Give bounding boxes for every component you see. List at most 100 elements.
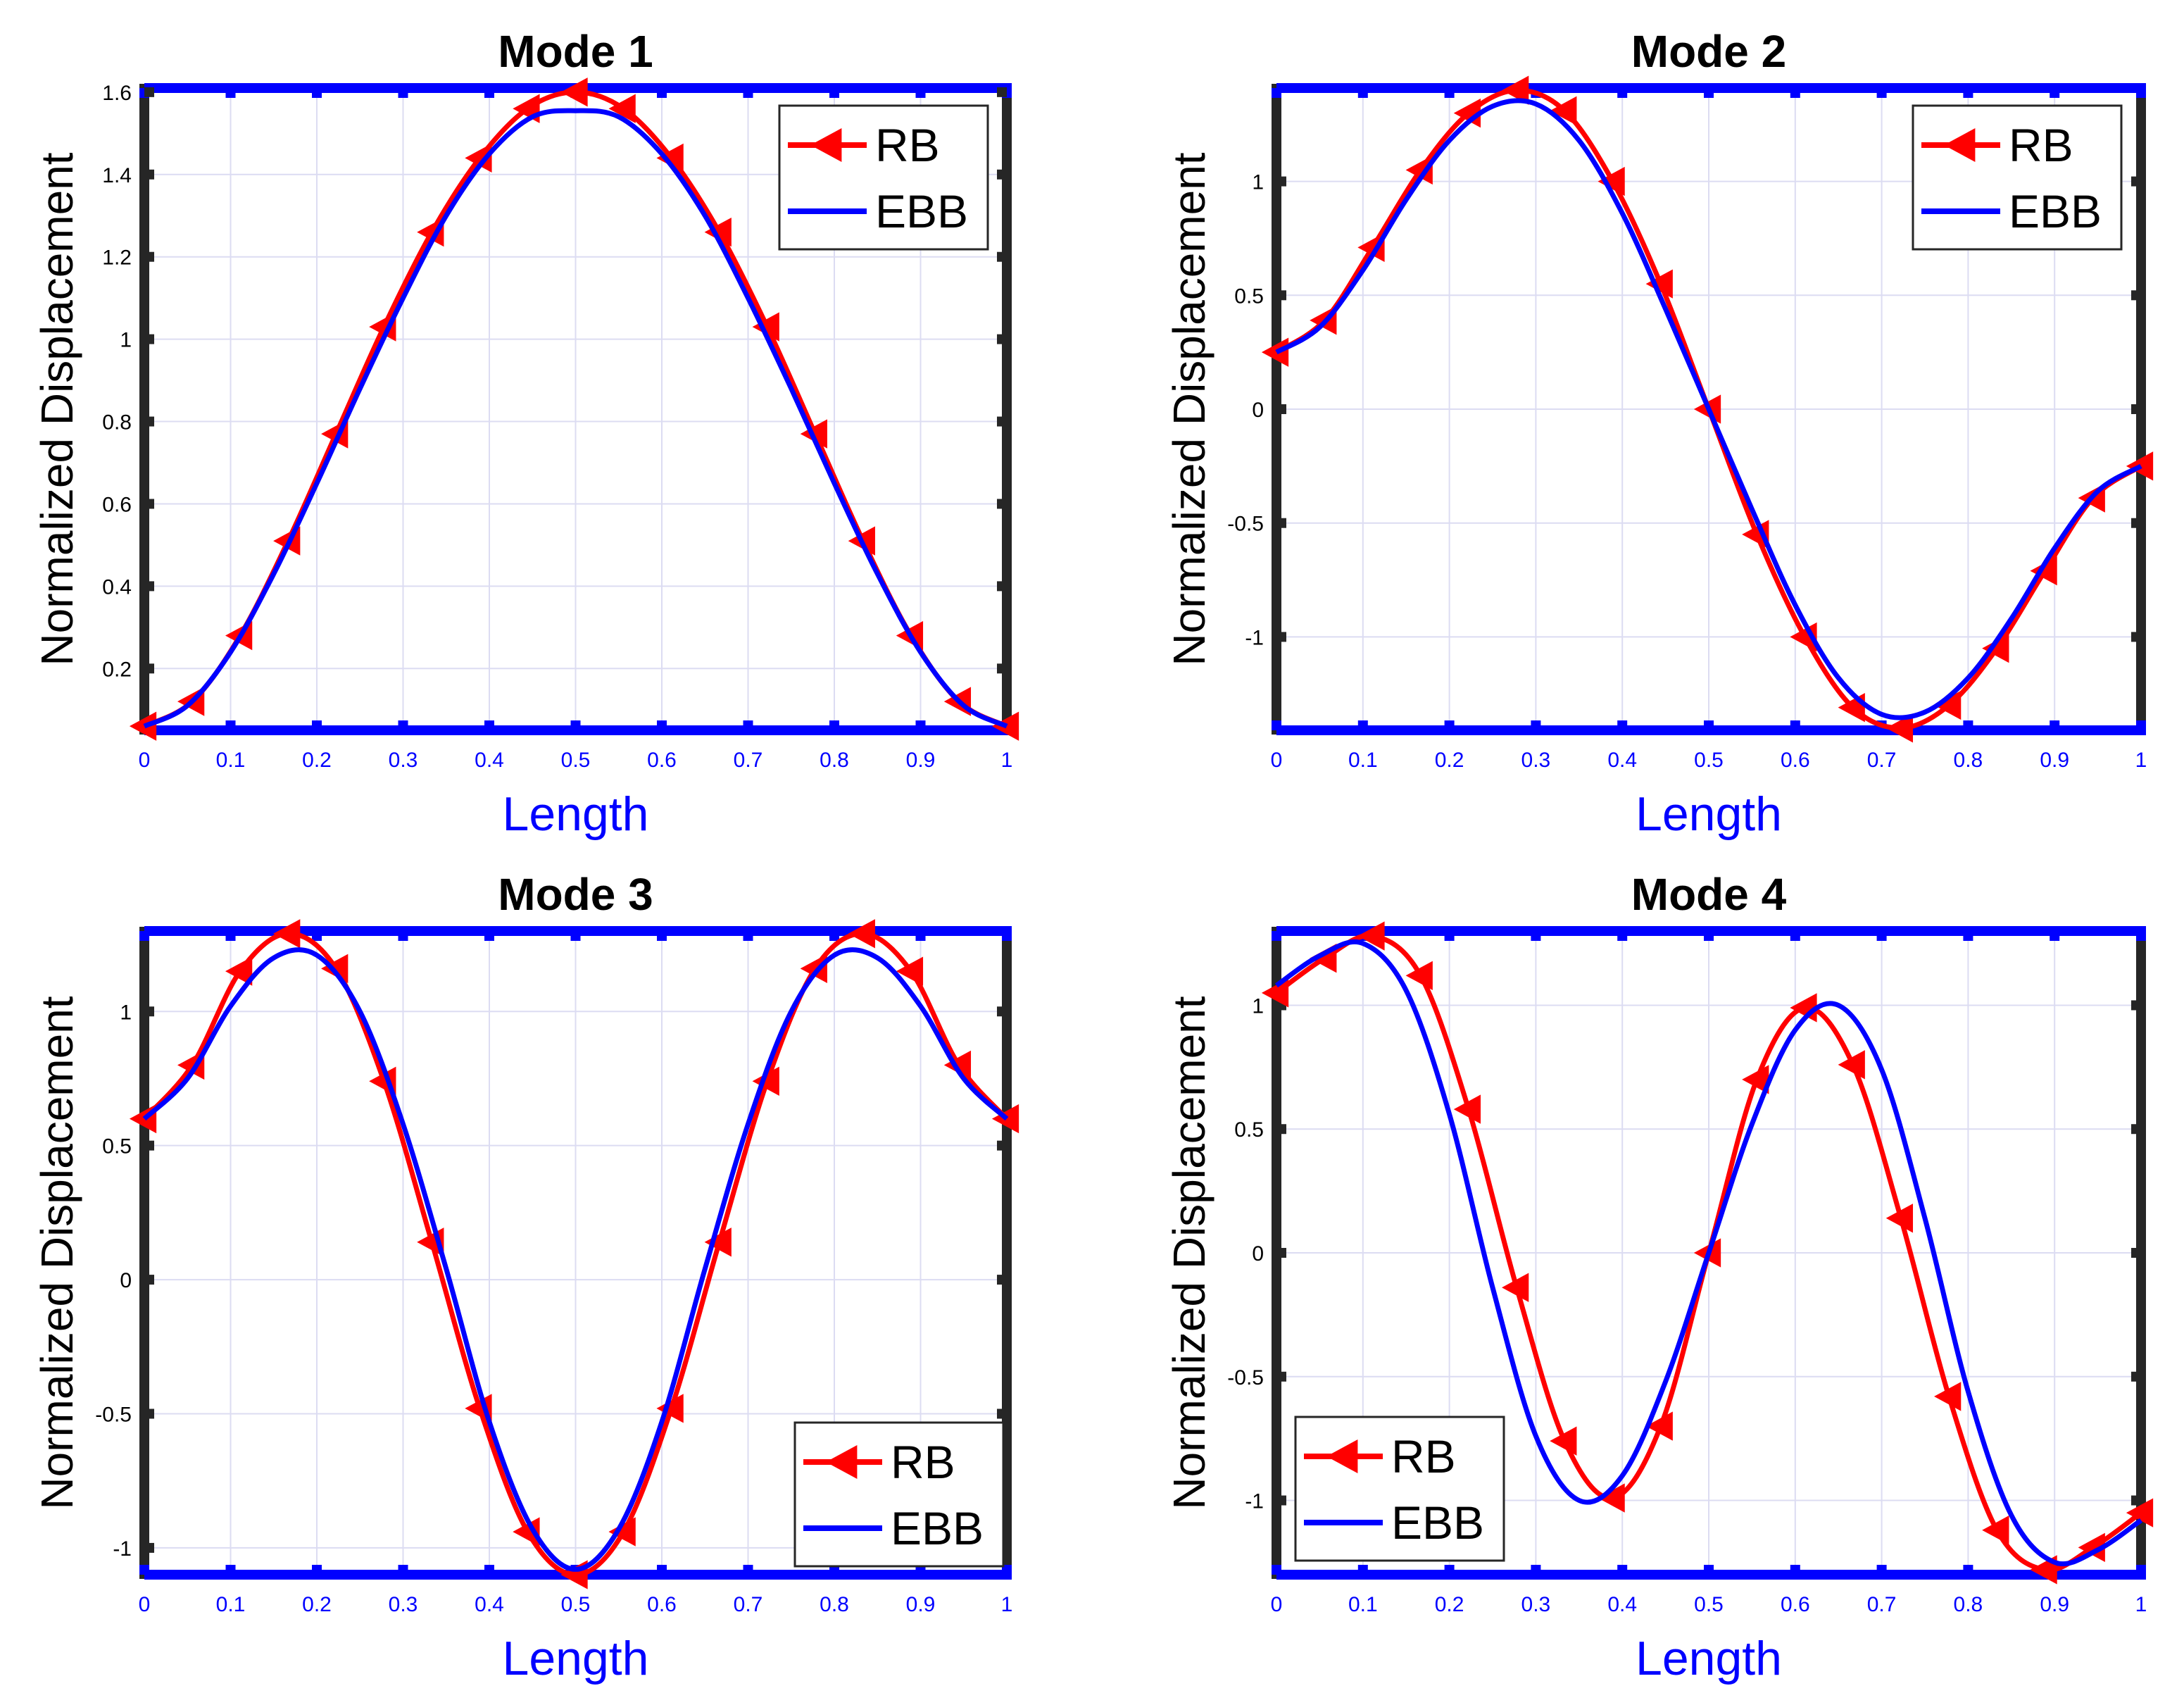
y-tick-mark <box>1276 632 1286 642</box>
x-tick-label: 0.6 <box>1781 1593 1810 1616</box>
y-tick-mark-right <box>2131 1495 2141 1506</box>
legend-rb-label: RB <box>891 1436 955 1488</box>
rb-marker <box>1885 1204 1914 1233</box>
x-tick-mark-top <box>915 88 926 98</box>
x-tick-mark <box>1876 1565 1887 1575</box>
x-tick-label: 1 <box>2135 1593 2147 1616</box>
x-tick-mark-top <box>1002 931 1012 941</box>
y-tick-mark <box>144 581 154 592</box>
y-tick-label: 1 <box>120 1001 132 1024</box>
y-tick-mark <box>144 251 154 262</box>
mode-3-legend: RB EBB <box>793 1421 1005 1568</box>
x-tick-mark <box>312 1565 322 1575</box>
x-tick-label: 0.4 <box>1607 1593 1637 1616</box>
x-tick-label: 0.8 <box>820 749 849 772</box>
y-tick-mark-right <box>997 1140 1007 1151</box>
x-tick-mark-top <box>2136 931 2146 941</box>
y-axis-label: Normalized Displacement <box>1164 996 1215 1509</box>
x-tick-mark-top <box>657 931 667 941</box>
y-tick-mark-right <box>997 251 1007 262</box>
x-tick-mark-top <box>484 931 494 941</box>
y-tick-label: 1.2 <box>102 246 132 270</box>
mode-4-panel: 0 0.1 0.2 0.3 0.4 0.5 0.6 0.7 0.8 0.9 1 -1 -0.5 0 0.5 1… <box>1164 869 2154 1685</box>
x-axis-label: Length <box>1636 787 1782 841</box>
x-tick-label: 0.3 <box>1521 1593 1551 1616</box>
x-tick-label: 0.1 <box>1348 749 1378 772</box>
y-tick-mark <box>1276 518 1286 528</box>
x-tick-mark-top <box>1790 88 1800 98</box>
rb-marker <box>1550 1426 1577 1456</box>
rb-marker <box>129 711 157 741</box>
y-tick-label: -0.5 <box>1227 513 1264 536</box>
y-tick-label: 0 <box>1252 399 1264 422</box>
y-tick-mark <box>1276 290 1286 301</box>
rb-marker <box>1885 713 1914 743</box>
mode-2-panel: 0 0.1 0.2 0.3 0.4 0.5 0.6 0.7 0.8 0.9 1 -1 -0.5 0 0.5 1… <box>1164 26 2154 841</box>
mode-2-legend: RB EBB <box>1912 104 2123 251</box>
y-tick-mark <box>144 1408 154 1419</box>
x-tick-mark <box>1531 720 1541 730</box>
x-tick-mark <box>398 720 408 730</box>
legend-rb-label: RB <box>2009 119 2073 171</box>
x-axis-label: Length <box>1636 1632 1782 1685</box>
y-tick-mark <box>1276 1495 1286 1506</box>
x-tick-label: 0.9 <box>906 1593 936 1616</box>
mode-1-title: Mode 1 <box>498 26 653 77</box>
rb-marker <box>1261 337 1289 367</box>
x-tick-mark-top <box>915 931 926 941</box>
legend-rb-marker <box>810 128 842 162</box>
ebb-series-line <box>1275 98 2142 720</box>
legend-box <box>1912 104 2123 251</box>
rb-marker <box>1261 978 1289 1008</box>
legend-rb-marker <box>1944 128 1976 162</box>
mode-1-panel: 0 0.1 0.2 0.3 0.4 0.5 0.6 0.7 0.8 0.9 1 0.2 0.4 0.6 0.… <box>32 26 1019 841</box>
x-tick-mark-top <box>1963 88 1973 98</box>
legend-box <box>1294 1416 1505 1562</box>
x-tick-label: 0.5 <box>1694 749 1724 772</box>
x-tick-mark <box>1704 720 1714 730</box>
x-tick-label: 0.2 <box>302 1593 332 1616</box>
x-tick-mark <box>1790 720 1800 730</box>
y-tick-label: 0.8 <box>102 411 132 435</box>
x-tick-label: 0.2 <box>302 749 332 772</box>
y-tick-label: 1.4 <box>102 164 132 187</box>
y-tick-label: 0 <box>1252 1242 1264 1266</box>
y-tick-label: -1 <box>1245 626 1264 649</box>
rb-marker <box>608 94 636 123</box>
y-tick-mark-right <box>997 87 1007 97</box>
x-tick-mark <box>570 720 581 730</box>
x-tick-mark <box>225 1565 236 1575</box>
y-tick-mark <box>144 1140 154 1151</box>
x-tick-label: 0.1 <box>216 749 246 772</box>
x-tick-label: 0.9 <box>2040 749 2069 772</box>
rb-marker <box>1645 1411 1673 1441</box>
x-tick-mark <box>1790 1565 1800 1575</box>
y-tick-label: 0.6 <box>102 493 132 516</box>
x-tick-label: 0.8 <box>1954 749 1983 772</box>
x-tick-mark-top <box>829 88 839 98</box>
x-tick-mark <box>2136 720 2146 730</box>
legend-box <box>793 1421 1005 1568</box>
rb-marker <box>225 956 253 986</box>
ebb-series-line <box>143 108 1008 729</box>
x-tick-label: 0.7 <box>734 1593 763 1616</box>
x-tick-mark <box>2136 1565 2146 1575</box>
mode-3-title: Mode 3 <box>498 869 653 920</box>
x-tick-label: 0 <box>1271 1593 1283 1616</box>
x-tick-mark <box>743 720 753 730</box>
y-tick-mark <box>1276 1371 1286 1382</box>
y-tick-mark <box>144 663 154 674</box>
x-tick-label: 0.6 <box>647 1593 677 1616</box>
legend-ebb-label: EBB <box>891 1502 984 1554</box>
x-tick-label: 0.3 <box>1521 749 1551 772</box>
x-tick-label: 0 <box>139 749 151 772</box>
x-tick-mark-top <box>139 931 149 941</box>
x-tick-mark-top <box>1704 931 1714 941</box>
x-tick-label: 0.2 <box>1435 749 1464 772</box>
x-tick-mark-top <box>743 88 753 98</box>
y-tick-label: -1 <box>113 1537 132 1561</box>
x-tick-mark-top <box>484 88 494 98</box>
x-tick-mark-top <box>2050 88 2060 98</box>
legend-ebb-label: EBB <box>1391 1497 1484 1549</box>
x-tick-mark <box>657 1565 667 1575</box>
